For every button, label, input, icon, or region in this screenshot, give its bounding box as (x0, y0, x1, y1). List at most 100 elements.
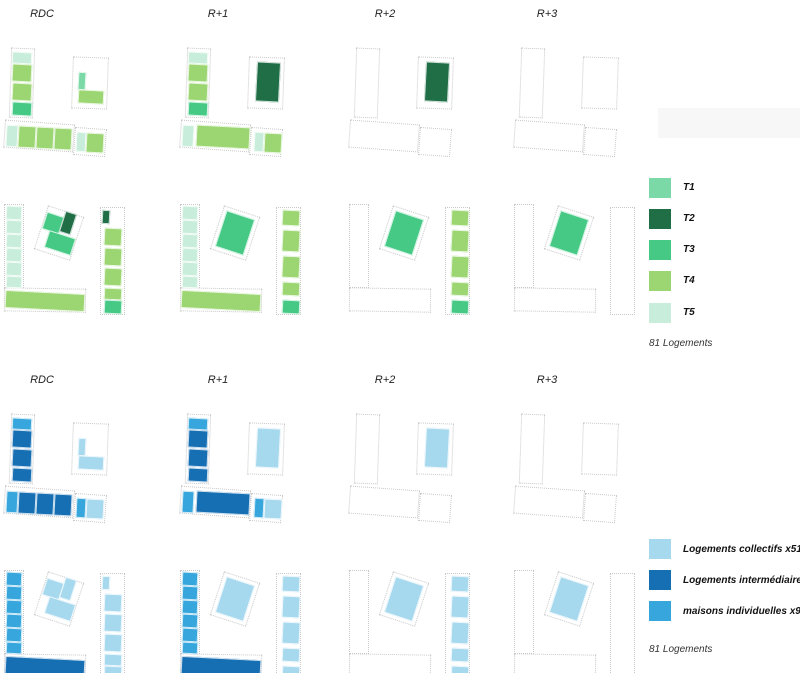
building-footprint (100, 207, 125, 315)
legend-label-t3: T3 (683, 244, 695, 255)
housing-unit (281, 281, 301, 297)
building-footprint (513, 653, 597, 673)
housing-unit (195, 490, 251, 516)
legend-swatch-t2 (649, 209, 671, 229)
building-footprint (353, 413, 381, 485)
housing-unit (187, 101, 209, 117)
housing-unit (187, 448, 209, 468)
housing-unit (281, 647, 301, 663)
housing-unit (5, 261, 23, 277)
level-title-r3-2: R+3 (536, 374, 558, 386)
housing-unit (187, 417, 209, 431)
level-title-r1: R+1 (207, 8, 229, 20)
housing-unit (11, 448, 33, 468)
building-footprint (581, 422, 619, 476)
housing-unit (5, 599, 23, 615)
housing-unit (263, 498, 283, 520)
legend-label-t1: T1 (683, 182, 695, 193)
housing-unit (77, 437, 87, 457)
legend-label-maisons: maisons individuelles x9 (683, 606, 800, 617)
housing-unit (281, 595, 301, 619)
housing-unit (450, 281, 470, 297)
housing-unit (77, 89, 105, 105)
housing-unit (181, 613, 199, 629)
housing-unit (11, 467, 33, 483)
housing-unit (17, 491, 37, 515)
building-footprint (353, 47, 381, 119)
building-footprint (276, 207, 301, 315)
housing-unit (281, 255, 301, 279)
housing-unit (181, 219, 199, 235)
legend-swatch-collectifs (649, 539, 671, 559)
housing-unit (254, 61, 282, 103)
housing-unit (181, 627, 199, 643)
housing-unit (181, 247, 199, 263)
housing-unit (187, 63, 209, 83)
building-footprint (513, 287, 597, 313)
legend-label-t5: T5 (683, 307, 695, 318)
housing-unit (35, 492, 55, 516)
building-footprint (518, 413, 546, 485)
building-footprint (610, 573, 635, 673)
level-title-rdc-2: RDC (30, 374, 54, 386)
housing-unit (187, 51, 209, 65)
building-footprint (445, 207, 470, 315)
housing-unit (101, 209, 111, 225)
housing-unit (5, 219, 23, 235)
building-footprint (100, 573, 125, 673)
housing-unit (181, 124, 195, 148)
housing-unit (53, 493, 73, 517)
housing-unit (103, 287, 123, 301)
housing-unit (103, 247, 123, 267)
housing-unit (77, 71, 87, 91)
building-footprint (348, 653, 432, 673)
housing-unit (103, 613, 123, 633)
housing-unit (11, 417, 33, 431)
level-title-r2: R+2 (374, 8, 396, 20)
level-title-r2-2: R+2 (374, 374, 396, 386)
housing-unit (263, 132, 283, 154)
housing-unit (103, 299, 123, 315)
legend-swatch-t5 (649, 303, 671, 323)
housing-unit (181, 233, 199, 249)
building-footprint (418, 126, 452, 158)
housing-unit (103, 227, 123, 247)
housing-unit (181, 585, 199, 601)
building-footprint (610, 207, 635, 315)
building-footprint (514, 204, 534, 288)
housing-unit (181, 599, 199, 615)
housing-unit (17, 125, 37, 149)
housing-unit (281, 575, 301, 593)
housing-unit (281, 209, 301, 227)
housing-unit (53, 127, 73, 151)
housing-unit (450, 575, 470, 593)
housing-unit (423, 61, 451, 103)
level-title-rdc: RDC (30, 8, 54, 20)
legend-swatch-t4 (649, 271, 671, 291)
housing-unit (450, 647, 470, 663)
housing-unit (181, 205, 199, 221)
building-footprint (514, 570, 534, 654)
housing-unit (450, 209, 470, 227)
housing-unit (281, 621, 301, 645)
housing-unit (181, 275, 199, 289)
building-footprint (581, 56, 619, 110)
legend-swatch-t3 (649, 240, 671, 260)
housing-unit (103, 593, 123, 613)
housing-unit (423, 427, 451, 469)
housing-unit (187, 429, 209, 449)
building-footprint (518, 47, 546, 119)
housing-unit (11, 82, 33, 102)
building-footprint (348, 119, 420, 153)
housing-unit (187, 82, 209, 102)
housing-unit (450, 595, 470, 619)
housing-unit (85, 132, 105, 154)
housing-unit (5, 613, 23, 629)
housing-unit (5, 247, 23, 263)
housing-unit (101, 575, 111, 591)
housing-unit (450, 229, 470, 253)
housing-unit (450, 255, 470, 279)
blank-panel (658, 108, 800, 138)
housing-unit (195, 124, 251, 150)
